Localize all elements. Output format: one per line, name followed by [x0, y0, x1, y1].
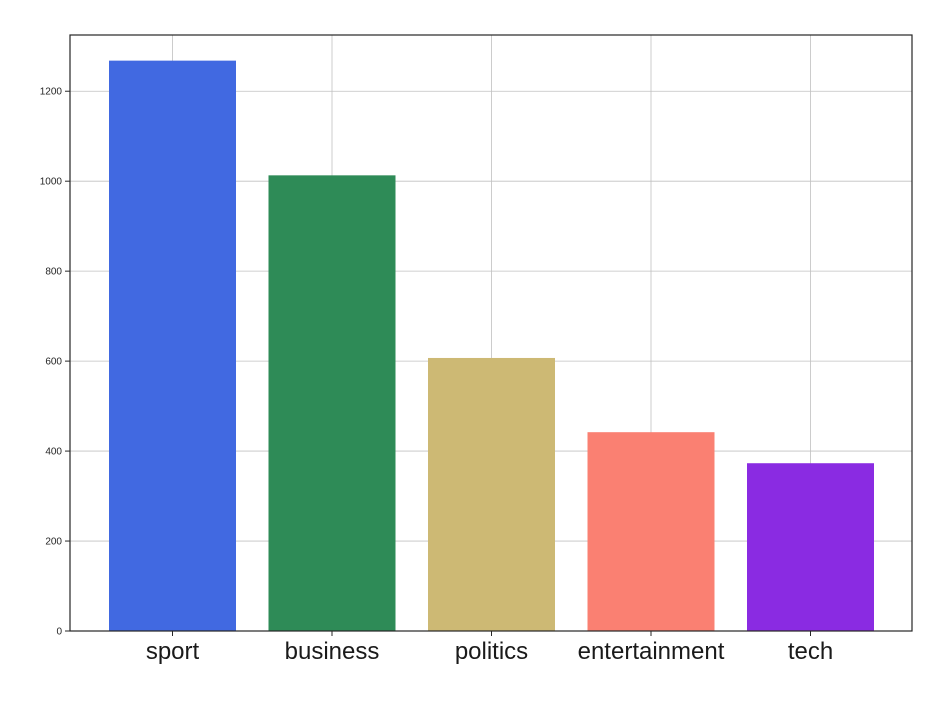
y-tick-label: 0 — [56, 627, 62, 638]
y-tick-label: 600 — [45, 357, 62, 368]
x-tick-label-sport: sport — [146, 638, 200, 665]
bar-sport — [109, 60, 236, 632]
bar-tech — [747, 463, 874, 631]
bar-entertainment — [587, 432, 715, 631]
y-axis: 0 200 400 600 800 1000 1200 — [40, 87, 70, 638]
y-tick-label: 400 — [45, 447, 62, 458]
x-tick-label-business: business — [285, 638, 380, 665]
x-tick-label-tech: tech — [788, 638, 833, 665]
x-tick-label-politics: politics — [455, 638, 528, 665]
bars — [109, 60, 874, 632]
x-tick-label-entertainment: entertainment — [578, 638, 725, 665]
bar-politics — [428, 357, 555, 631]
bar-business — [268, 175, 396, 631]
y-tick-label: 1200 — [40, 87, 63, 98]
y-tick-label: 200 — [45, 537, 62, 548]
y-tick-label: 1000 — [40, 177, 63, 188]
y-tick-label: 800 — [45, 267, 62, 278]
x-axis: sport business politics entertainment tech — [146, 631, 833, 665]
